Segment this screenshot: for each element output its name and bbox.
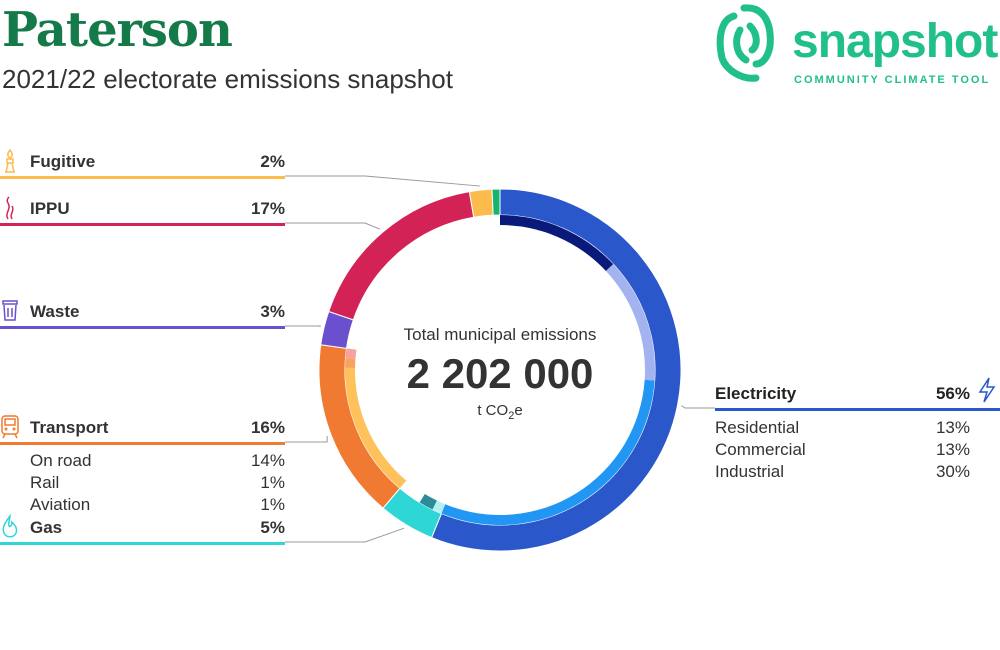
center-total-label: Total municipal emissions bbox=[403, 325, 597, 344]
legend-industrial-pct: 30% bbox=[935, 462, 970, 481]
leader-line-fugitive bbox=[285, 175, 481, 187]
legend-fugitive-name: Fugitive bbox=[30, 152, 96, 171]
page-title: Paterson bbox=[2, 2, 233, 58]
legend-electricity-industrial: Industrial 30% bbox=[715, 462, 970, 482]
legend-gas-name: Gas bbox=[30, 518, 63, 537]
legend-rail-pct: 1% bbox=[260, 473, 285, 492]
page-subtitle: 2021/22 electorate emissions snapshot bbox=[2, 64, 453, 94]
legend-waste: Waste 3% bbox=[0, 300, 285, 329]
outer-ring bbox=[318, 188, 682, 552]
slice-segment-6 bbox=[491, 188, 501, 216]
legend-commercial-pct: 13% bbox=[935, 440, 970, 459]
legend-residential-pct: 13% bbox=[935, 418, 970, 437]
logo-tagline: COMMUNITY CLIMATE TOOL bbox=[794, 74, 991, 86]
legend-ippu-name: IPPU bbox=[30, 199, 70, 218]
slice-ippu bbox=[328, 191, 475, 321]
legend-waste-rule bbox=[0, 326, 285, 329]
leader-line-transport bbox=[285, 435, 328, 443]
legend-gas-pct: 5% bbox=[260, 518, 285, 537]
legend-ippu-rule bbox=[0, 223, 285, 226]
lightning-icon bbox=[978, 377, 996, 403]
legend-transport-on-road: On road 14% bbox=[0, 451, 285, 471]
legend-fugitive-pct: 2% bbox=[260, 152, 285, 171]
train-icon bbox=[1, 415, 19, 439]
legend-fugitive: Fugitive 2% bbox=[0, 148, 285, 179]
leader-line-waste bbox=[285, 325, 321, 327]
legend-residential-name: Residential bbox=[715, 418, 800, 437]
legend-ippu-pct: 17% bbox=[250, 199, 285, 218]
legend-gas-rule bbox=[0, 542, 285, 545]
legend-transport-rail: Rail 1% bbox=[0, 473, 285, 493]
sub-slice-electricity-industrial bbox=[441, 379, 655, 525]
sub-slice-transport-aviation bbox=[345, 348, 357, 359]
center-total-value: 2 202 000 bbox=[406, 350, 594, 397]
sub-slice-gas-segment-1 bbox=[419, 493, 437, 510]
leader-lines bbox=[285, 175, 715, 543]
legend-electricity-rule bbox=[715, 408, 1000, 411]
legend-waste-name: Waste bbox=[30, 302, 80, 321]
legend-transport-pct: 16% bbox=[250, 418, 285, 437]
legend-rail-name: Rail bbox=[30, 473, 60, 492]
legend-electricity-name: Electricity bbox=[715, 384, 797, 403]
legend-commercial-name: Commercial bbox=[715, 440, 806, 459]
sub-slice-transport-rail bbox=[345, 358, 356, 368]
legend-fugitive-rule bbox=[0, 176, 285, 179]
flame-icon bbox=[2, 514, 18, 538]
snapshot-logo-icon bbox=[716, 4, 774, 82]
legend-electricity-residential: Residential 13% bbox=[715, 418, 970, 438]
legend-gas: Gas 5% bbox=[0, 514, 285, 545]
sub-slice-gas-segment-0 bbox=[432, 500, 446, 514]
legend-on-road-name: On road bbox=[30, 451, 92, 470]
sub-slice-transport-on-road bbox=[345, 367, 407, 489]
inner-ring bbox=[345, 215, 655, 525]
legend-on-road-pct: 14% bbox=[250, 451, 285, 470]
leader-line-electricity bbox=[681, 405, 715, 409]
legend-transport-aviation: Aviation 1% bbox=[0, 495, 285, 515]
trash-icon bbox=[2, 300, 18, 321]
leader-line-gas bbox=[285, 527, 405, 543]
legend-transport-rule bbox=[0, 442, 285, 445]
legend-industrial-name: Industrial bbox=[715, 462, 784, 481]
logo-wordmark: snapshot bbox=[792, 15, 998, 68]
legend-aviation-pct: 1% bbox=[260, 495, 285, 514]
legend-waste-pct: 3% bbox=[260, 302, 285, 321]
sub-slice-electricity-residential bbox=[500, 215, 614, 272]
gas-flare-icon bbox=[5, 148, 15, 173]
smoke-icon bbox=[6, 196, 14, 220]
legend-electricity-pct: 56% bbox=[935, 384, 970, 403]
legend-electricity-commercial: Commercial 13% bbox=[715, 440, 970, 460]
snapshot-logo: snapshot COMMUNITY CLIMATE TOOL bbox=[712, 0, 1000, 90]
legend-electricity: Electricity 56% bbox=[715, 377, 1000, 412]
sub-slice-electricity-commercial bbox=[605, 264, 655, 381]
legend-aviation-name: Aviation bbox=[30, 495, 91, 514]
slice-fugitive bbox=[468, 188, 494, 218]
legend-ippu: IPPU 17% bbox=[0, 196, 285, 226]
legend-transport-name: Transport bbox=[30, 418, 109, 437]
center-total-unit: t CO2e bbox=[477, 402, 523, 422]
legend-transport: Transport 16% bbox=[0, 415, 285, 445]
leader-line-ippu bbox=[285, 222, 381, 230]
